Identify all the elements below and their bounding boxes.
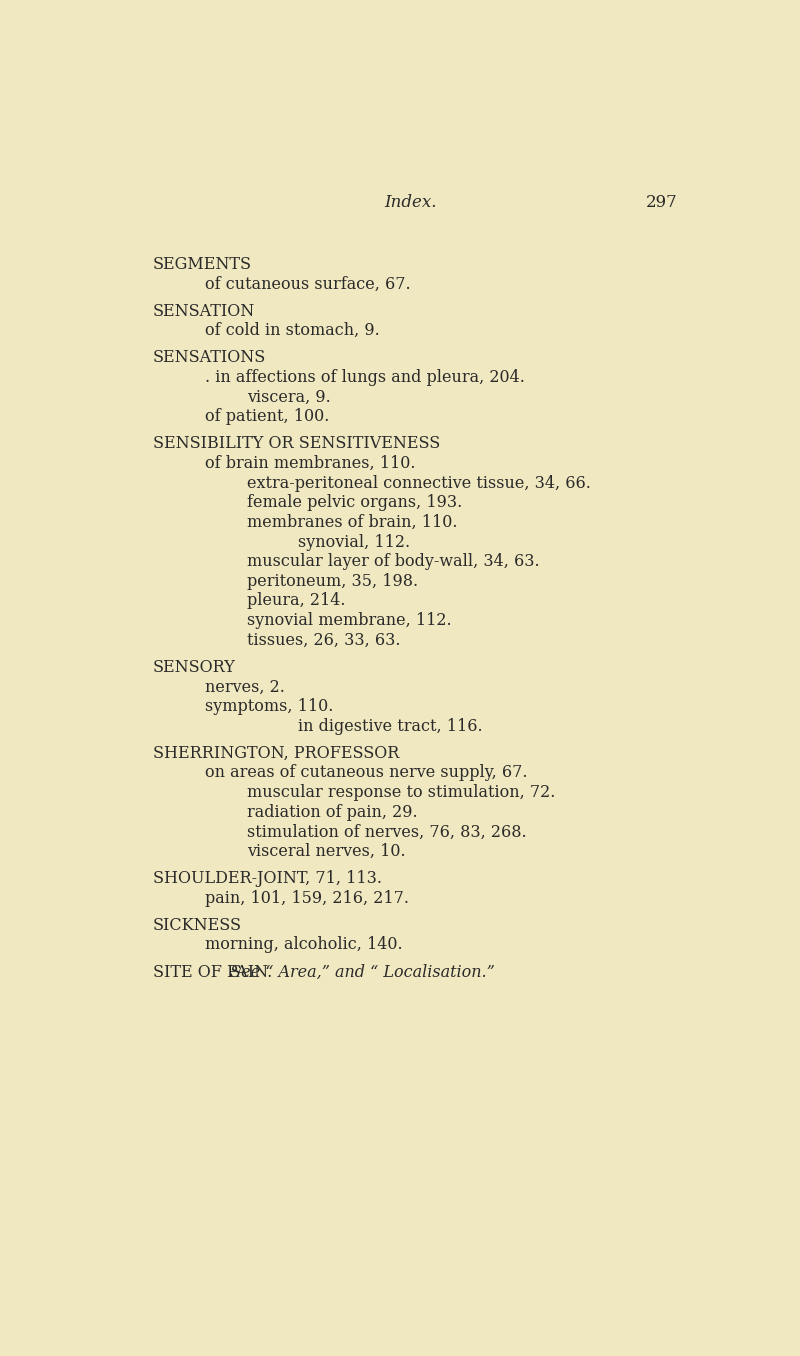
Text: 297: 297 [646,194,678,212]
Text: See “ Area,” and “ Localisation.”: See “ Area,” and “ Localisation.” [225,964,494,980]
Text: muscular layer of body-wall, 34, 63.: muscular layer of body-wall, 34, 63. [247,553,540,570]
Text: viscera, 9.: viscera, 9. [247,389,331,405]
Text: of cutaneous surface, 67.: of cutaneous surface, 67. [205,275,410,293]
Text: . in affections of lungs and pleura, 204.: . in affections of lungs and pleura, 204… [205,369,525,386]
Text: of cold in stomach, 9.: of cold in stomach, 9. [205,323,379,339]
Text: pain, 101, 159, 216, 217.: pain, 101, 159, 216, 217. [205,890,409,907]
Text: Index.: Index. [384,194,436,212]
Text: symptoms, 110.: symptoms, 110. [205,698,333,715]
Text: SITE OF PAIN.: SITE OF PAIN. [153,964,272,980]
Text: SHERRINGTON, PROFESSOR: SHERRINGTON, PROFESSOR [153,744,399,762]
Text: peritoneum, 35, 198.: peritoneum, 35, 198. [247,572,418,590]
Text: female pelvic organs, 193.: female pelvic organs, 193. [247,494,462,511]
Text: SENSATION: SENSATION [153,302,255,320]
Text: SHOULDER-JOINT, 71, 113.: SHOULDER-JOINT, 71, 113. [153,871,382,887]
Text: in digestive tract, 116.: in digestive tract, 116. [298,717,482,735]
Text: muscular response to stimulation, 72.: muscular response to stimulation, 72. [247,784,556,801]
Text: SENSORY: SENSORY [153,659,235,675]
Text: of brain membranes, 110.: of brain membranes, 110. [205,456,415,472]
Text: SENSIBILITY OR SENSITIVENESS: SENSIBILITY OR SENSITIVENESS [153,435,440,453]
Text: synovial membrane, 112.: synovial membrane, 112. [247,612,452,629]
Text: SICKNESS: SICKNESS [153,917,242,934]
Text: SENSATIONS: SENSATIONS [153,350,266,366]
Text: on areas of cutaneous nerve supply, 67.: on areas of cutaneous nerve supply, 67. [205,765,527,781]
Text: radiation of pain, 29.: radiation of pain, 29. [247,804,418,820]
Text: of patient, 100.: of patient, 100. [205,408,329,426]
Text: extra-peritoneal connective tissue, 34, 66.: extra-peritoneal connective tissue, 34, … [247,475,591,492]
Text: morning, alcoholic, 140.: morning, alcoholic, 140. [205,937,402,953]
Text: pleura, 214.: pleura, 214. [247,593,346,609]
Text: stimulation of nerves, 76, 83, 268.: stimulation of nerves, 76, 83, 268. [247,823,527,841]
Text: visceral nerves, 10.: visceral nerves, 10. [247,843,406,860]
Text: tissues, 26, 33, 63.: tissues, 26, 33, 63. [247,632,401,648]
Text: SEGMENTS: SEGMENTS [153,256,252,273]
Text: synovial, 112.: synovial, 112. [298,533,410,551]
Text: nerves, 2.: nerves, 2. [205,678,285,696]
Text: membranes of brain, 110.: membranes of brain, 110. [247,514,458,532]
